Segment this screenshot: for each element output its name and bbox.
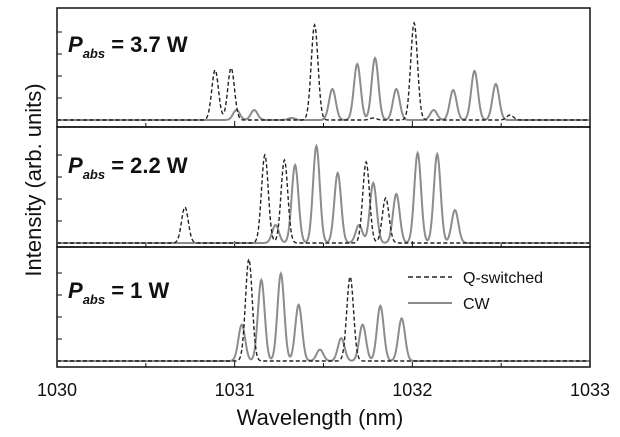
cw-series-line — [57, 56, 590, 121]
panels-layer: Pabs = 3.7 W Pabs = 2.2 W Pabs = 1 W — [56, 7, 591, 368]
panel-1: Pabs = 3.7 W — [56, 7, 591, 128]
panel-frame — [56, 7, 591, 128]
legend-label-cw: CW — [463, 296, 491, 313]
legend: Q-switched CW — [408, 270, 543, 313]
x-tick-label: 1030 — [37, 380, 77, 400]
q-switched-series-line — [57, 21, 590, 121]
q-switched-series-line — [57, 257, 590, 362]
panel-3: Pabs = 1 W — [56, 246, 591, 368]
panel-frame — [56, 246, 591, 368]
legend-label-q-switched: Q-switched — [463, 270, 543, 287]
cw-series-line — [57, 143, 590, 244]
x-axis-ticks: 1030 1031 1032 1033 — [37, 380, 610, 400]
x-tick-label: 1031 — [215, 380, 255, 400]
panel-2: Pabs = 2.2 W — [56, 126, 591, 248]
x-tick-label: 1033 — [570, 380, 610, 400]
panel-power-label: Pabs = 3.7 W — [68, 32, 188, 61]
panel-power-label: Pabs = 2.2 W — [68, 153, 188, 182]
x-axis-title: Wavelength (nm) — [237, 405, 404, 430]
y-axis-title: Intensity (arb. units) — [21, 83, 46, 276]
x-tick-label: 1032 — [392, 380, 432, 400]
panel-power-label: Pabs = 1 W — [68, 278, 170, 307]
